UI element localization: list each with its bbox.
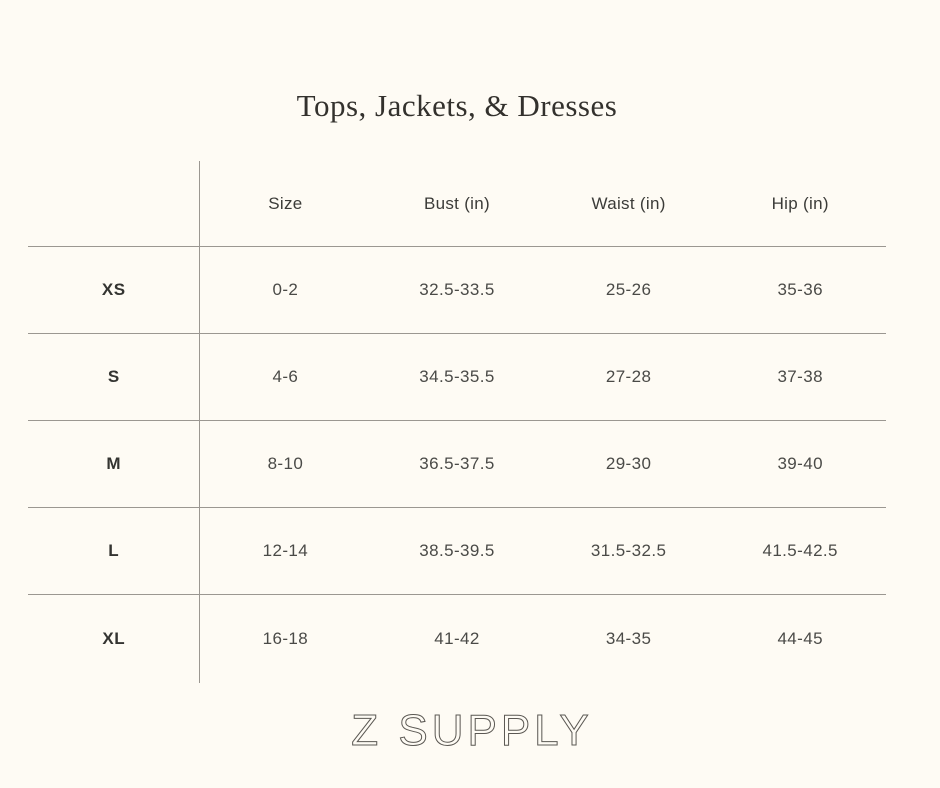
bust-cell: 38.5-39.5 bbox=[419, 541, 495, 560]
row-label: XS bbox=[101, 280, 126, 299]
row-label: L bbox=[108, 541, 120, 560]
table-header-row: Size Bust (in) Waist (in) Hip (in) bbox=[28, 161, 886, 247]
column-header-bust: Bust (in) bbox=[423, 193, 490, 213]
waist-cell: 31.5-32.5 bbox=[590, 541, 667, 560]
column-header-waist: Waist (in) bbox=[591, 193, 666, 213]
hip-cell: 35-36 bbox=[777, 280, 823, 299]
waist-cell: 29-30 bbox=[605, 454, 652, 473]
content-column: Tops, Jackets, & Dresses Size Bust (in) … bbox=[28, 0, 886, 683]
bust-cell: 36.5-37.5 bbox=[419, 454, 495, 473]
row-label: M bbox=[106, 454, 122, 473]
table-row: M 8-10 36.5-37.5 29-30 39-40 bbox=[28, 421, 886, 508]
size-cell: 12-14 bbox=[262, 541, 309, 560]
table-row: XL 16-18 41-42 34-35 44-45 bbox=[28, 595, 886, 683]
table-row: S 4-6 34.5-35.5 27-28 37-38 bbox=[28, 334, 886, 421]
hip-cell: 39-40 bbox=[777, 454, 823, 473]
table-row: L 12-14 38.5-39.5 31.5-32.5 41.5-42.5 bbox=[28, 508, 886, 595]
bust-cell: 34.5-35.5 bbox=[419, 367, 495, 386]
size-table: Size Bust (in) Waist (in) Hip (in) XS 0-… bbox=[28, 161, 886, 683]
size-cell: 16-18 bbox=[262, 629, 309, 648]
row-label: S bbox=[107, 367, 120, 386]
waist-cell: 34-35 bbox=[605, 629, 652, 648]
table-row: XS 0-2 32.5-33.5 25-26 35-36 bbox=[28, 247, 886, 334]
size-cell: 8-10 bbox=[267, 454, 304, 473]
vertical-divider bbox=[199, 161, 200, 683]
hip-cell: 37-38 bbox=[777, 367, 823, 386]
brand-logo: Z SUPPLY bbox=[0, 699, 940, 766]
size-cell: 4-6 bbox=[272, 367, 299, 386]
size-cell: 0-2 bbox=[272, 280, 299, 299]
bust-cell: 41-42 bbox=[434, 629, 480, 648]
hip-cell: 41.5-42.5 bbox=[762, 541, 838, 560]
column-header-size: Size bbox=[268, 193, 303, 213]
waist-cell: 25-26 bbox=[605, 280, 652, 299]
waist-cell: 27-28 bbox=[605, 367, 652, 386]
brand-text: Z SUPPLY bbox=[351, 706, 592, 755]
row-label: XL bbox=[102, 629, 126, 648]
column-header-hip: Hip (in) bbox=[771, 193, 829, 213]
hip-cell: 44-45 bbox=[777, 629, 823, 648]
page-title: Tops, Jackets, & Dresses bbox=[296, 88, 618, 123]
bust-cell: 32.5-33.5 bbox=[419, 280, 495, 299]
